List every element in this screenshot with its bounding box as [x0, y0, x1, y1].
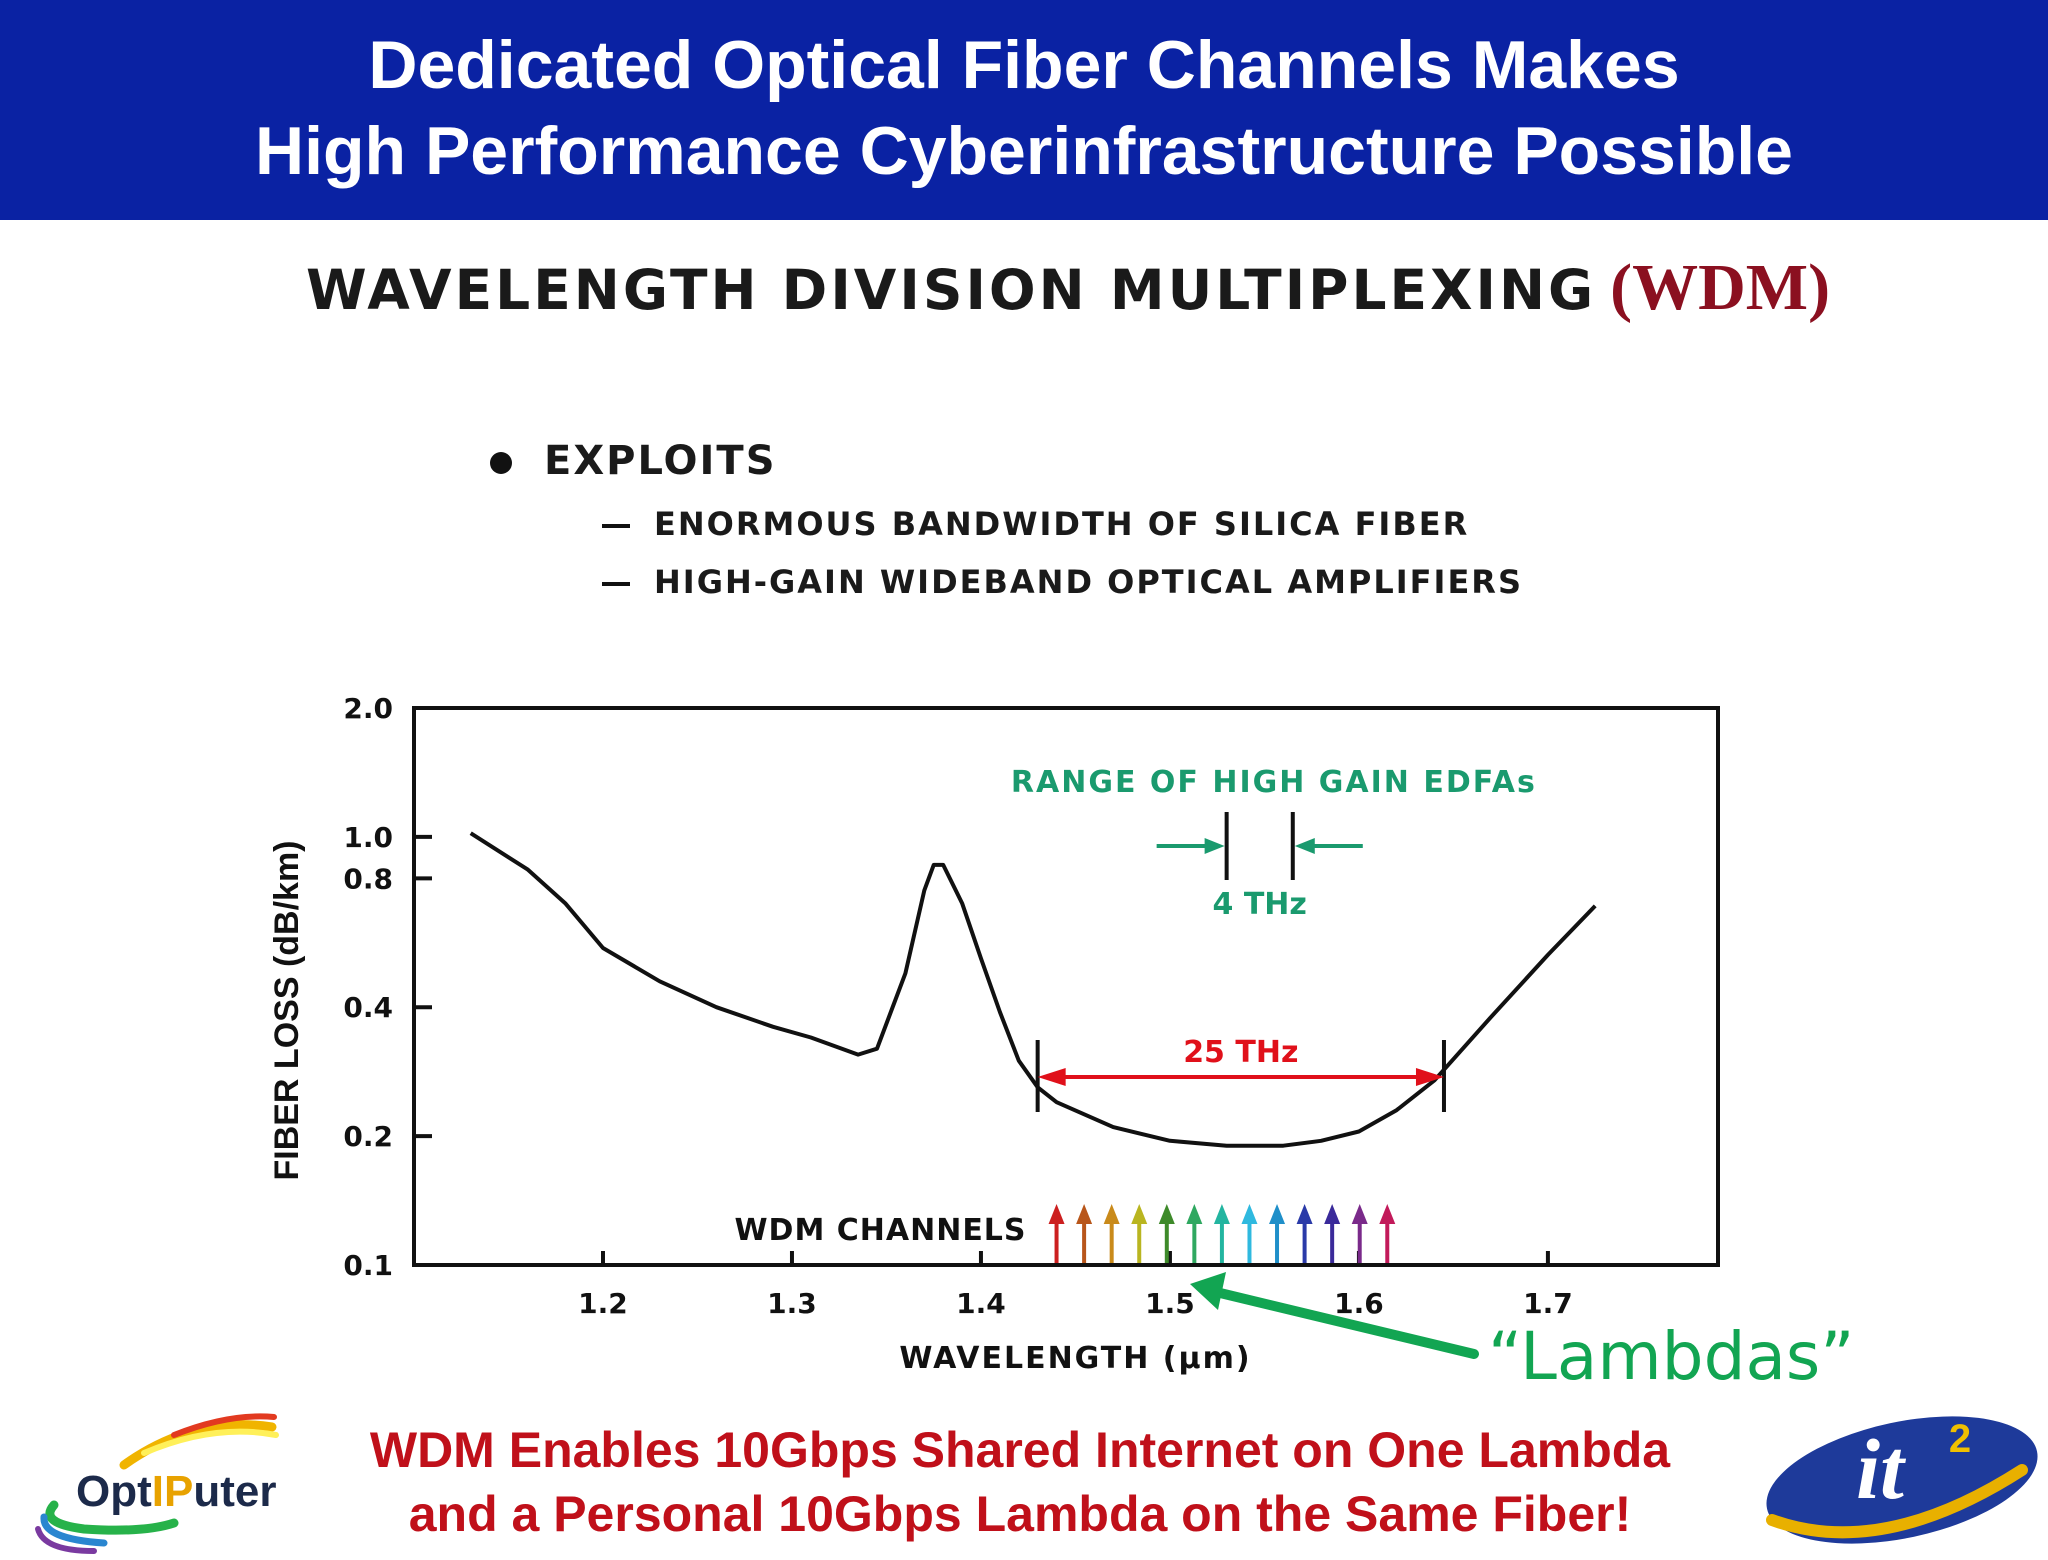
wdm-channel-arrow-head	[1269, 1204, 1286, 1224]
y-tick-label: 2.0	[343, 692, 393, 725]
it2-logo-swoosh-icon	[1766, 1464, 2028, 1539]
lambdas-pointer-head	[1190, 1272, 1226, 1310]
edfa-range-annotation	[1156, 812, 1363, 880]
y-tick-label: 1.0	[343, 821, 393, 854]
wdm-channel-arrow-head	[1186, 1204, 1203, 1224]
wdm-title-main: WAVELENGTH DIVISION MULTIPLEXING	[306, 258, 1597, 322]
it2-logo: it 2	[1752, 1400, 2048, 1555]
sub-bullet-1-text: ENORMOUS BANDWIDTH OF SILICA FIBER	[654, 505, 1470, 543]
wdm-channel-arrow-head	[1213, 1204, 1230, 1224]
x-tick-label: 1.4	[956, 1287, 1006, 1320]
bottom-message-line-1: WDM Enables 10Gbps Shared Internet on On…	[369, 1422, 1671, 1478]
band-arrow-right-head	[1415, 1068, 1444, 1086]
sub-bullet-2: HIGH-GAIN WIDEBAND OPTICAL AMPLIFIERS	[602, 563, 1523, 601]
optiputer-swoosh-icon	[35, 1413, 279, 1554]
wdm-channel-arrow-head	[1103, 1204, 1120, 1224]
bullet-exploits: EXPLOITS	[544, 438, 777, 484]
band-arrow-left-head	[1037, 1068, 1066, 1086]
wdm-channel-arrow-head	[1324, 1204, 1341, 1224]
wdm-title: WAVELENGTH DIVISION MULTIPLEXING (WDM)	[306, 250, 1830, 326]
sub-bullet-1: ENORMOUS BANDWIDTH OF SILICA FIBER	[602, 505, 1469, 543]
x-tick-label: 1.6	[1334, 1287, 1384, 1320]
band-width-label: 25 THz	[1183, 1035, 1298, 1070]
x-tick-label: 1.5	[1145, 1287, 1195, 1320]
wdm-channels	[1048, 1204, 1396, 1263]
plot-frame	[412, 706, 1720, 1267]
wdm-channels-label: WDM CHANNELS	[734, 1213, 1026, 1248]
header-title-line-1: Dedicated Optical Fiber Channels Makes	[368, 27, 1680, 103]
x-tick-label: 1.7	[1523, 1287, 1573, 1320]
wdm-channel-arrow-head	[1241, 1204, 1258, 1224]
x-axis-label: WAVELENGTH (μm)	[899, 1341, 1251, 1376]
wdm-channel-arrow-head	[1131, 1204, 1148, 1224]
y-tick-label: 0.4	[343, 991, 393, 1024]
edfa-range-label: RANGE OF HIGH GAIN EDFAs	[1011, 765, 1537, 800]
lambdas-pointer-arrow	[1190, 1272, 1479, 1359]
edfa-arrow-right-head	[1294, 838, 1315, 854]
wdm-channel-arrow-head	[1296, 1204, 1313, 1224]
x-tick-label: 1.2	[578, 1287, 628, 1320]
wdm-channel-arrow-head	[1076, 1204, 1093, 1224]
optiputer-logo-text: OptIPuter	[76, 1467, 277, 1516]
edfa-width-label: 4 THz	[1213, 887, 1307, 922]
it2-logo-superscript: 2	[1949, 1417, 1971, 1461]
wdm-channel-arrow-head	[1048, 1204, 1065, 1224]
slide-header: Dedicated Optical Fiber Channels Makes H…	[0, 0, 2048, 220]
optiputer-logo: OptIPuter	[24, 1405, 314, 1555]
header-title-line-2: High Performance Cyberinfrastructure Pos…	[254, 113, 1793, 189]
wdm-channel-arrow-head	[1379, 1204, 1396, 1224]
x-tick-label: 1.3	[767, 1287, 817, 1320]
it2-logo-ellipse-icon	[1766, 1416, 2038, 1544]
y-tick-label: 0.1	[343, 1249, 393, 1282]
lambdas-pointer-shaft	[1211, 1287, 1479, 1359]
y-tick-label: 0.2	[343, 1120, 393, 1153]
edfa-arrow-left-head	[1204, 838, 1225, 854]
band-range-annotation	[1035, 1040, 1446, 1112]
bullet-icon	[490, 452, 512, 474]
it2-logo-text: it	[1856, 1421, 1907, 1517]
dash-icon	[602, 582, 630, 586]
y-axis: 2.0 1.0 0.8 0.4 0.2 0.1	[343, 692, 432, 1282]
x-axis: 1.2 1.3 1.4 1.5 1.6 1.7	[578, 1251, 1573, 1320]
wdm-title-abbr: (WDM)	[1610, 251, 1831, 324]
y-tick-label: 0.8	[343, 862, 393, 895]
wdm-channel-arrow-head	[1351, 1204, 1368, 1224]
sub-bullet-2-text: HIGH-GAIN WIDEBAND OPTICAL AMPLIFIERS	[654, 563, 1523, 601]
bottom-message-line-2: and a Personal 10Gbps Lambda on the Same…	[408, 1486, 1632, 1542]
dash-icon	[602, 524, 630, 528]
lambdas-callout: “Lambdas”	[1488, 1318, 1855, 1395]
bottom-message: WDM Enables 10Gbps Shared Internet on On…	[310, 1418, 1730, 1546]
y-axis-label: FIBER LOSS (dB/km)	[268, 840, 306, 1180]
loss-curve-line	[469, 831, 1597, 1148]
wdm-channel-arrow-head	[1158, 1204, 1175, 1224]
